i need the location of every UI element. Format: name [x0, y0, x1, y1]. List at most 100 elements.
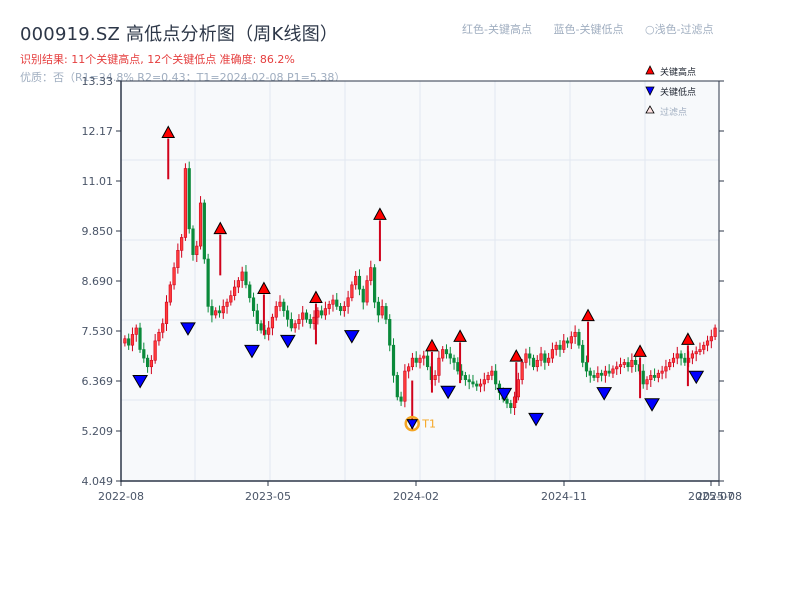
candle-down — [127, 338, 131, 346]
candle-down — [391, 344, 396, 376]
candle-down — [641, 370, 645, 385]
candle-up — [267, 327, 271, 335]
candle-up — [214, 310, 218, 316]
candle-down — [581, 344, 585, 363]
candle-up — [562, 340, 566, 350]
candle-up — [157, 331, 161, 342]
x-tick-label: 2024-02 — [393, 490, 439, 503]
candle-up — [403, 370, 407, 402]
candle-down — [584, 362, 589, 372]
candle-up — [164, 301, 169, 324]
candle-up — [168, 284, 172, 303]
candle-down — [600, 372, 604, 376]
axes: 13.33 12.17 11.01 9.850 8.690 7.530 6.369 5.209… — [82, 75, 742, 503]
candle-down — [255, 310, 259, 324]
candle-up — [478, 383, 483, 387]
candle-down — [626, 362, 630, 368]
legend-low-label: 关键低点 — [660, 86, 696, 98]
x-tick-label: 2022-08 — [98, 490, 144, 503]
candle-up — [236, 280, 240, 288]
candle-down — [509, 403, 513, 408]
y-tick-label: 4.049 — [82, 475, 114, 488]
candle-down — [494, 370, 498, 385]
candle-up — [554, 344, 558, 350]
candle-up — [713, 327, 717, 337]
candle-up — [380, 306, 384, 316]
y-tick-label: 9.850 — [82, 225, 114, 238]
t1-label: T1 — [421, 418, 436, 431]
candle-down — [467, 379, 471, 383]
candle-up — [221, 306, 225, 314]
candle-down — [206, 258, 210, 307]
candle-down — [444, 349, 449, 355]
candle-down — [285, 310, 290, 320]
candle-up — [293, 323, 297, 329]
x-tick-label: 2023-05 — [245, 490, 291, 503]
key-low-marker-icon — [644, 398, 660, 412]
candle-down — [558, 344, 562, 350]
candle-up — [618, 364, 623, 368]
candle-down — [414, 357, 418, 363]
candle-up — [327, 303, 331, 309]
candle-up — [569, 336, 573, 344]
y-tick-label: 5.209 — [82, 425, 114, 438]
candle-up — [225, 301, 229, 307]
candle-up — [422, 355, 426, 359]
candle-down — [679, 353, 683, 359]
candle-down — [395, 375, 399, 398]
key-low-marker-icon — [440, 385, 456, 400]
candle-up — [342, 306, 346, 312]
key-low-marker-icon — [343, 330, 360, 344]
x-tick-label: 2024-11 — [541, 490, 587, 503]
candle-down — [320, 310, 324, 316]
candle-down — [505, 398, 509, 404]
candle-down — [335, 299, 339, 307]
candle-down — [384, 306, 388, 320]
candle-up — [153, 340, 157, 361]
candle-up — [323, 308, 328, 316]
key-high-marker-icon — [257, 281, 271, 294]
candle-up — [656, 372, 660, 378]
candle-up — [516, 379, 520, 398]
y-tick-label: 7.530 — [82, 325, 114, 338]
candle-up — [437, 357, 441, 376]
candle-up — [172, 267, 176, 286]
candle-down — [202, 202, 206, 260]
candle-up — [350, 284, 354, 299]
t1-ring-icon — [404, 415, 420, 432]
candle-up — [611, 368, 615, 374]
candle-up — [130, 334, 135, 346]
candle-down — [452, 357, 456, 363]
legend-low-icon — [645, 86, 655, 96]
key-high-marker-icon — [309, 290, 323, 304]
candle-up — [603, 370, 607, 376]
candle-up — [550, 349, 555, 359]
candle-down — [361, 288, 365, 303]
candle-down — [683, 357, 687, 363]
key-low-marker-icon — [496, 387, 513, 402]
candle-down — [399, 396, 403, 402]
candle-down — [634, 359, 638, 365]
x-tick-label: 2025-08 — [696, 490, 742, 503]
candle-up — [668, 362, 672, 368]
key-high-marker-icon — [581, 308, 595, 322]
candle-down — [248, 284, 252, 299]
key-low-marker-icon — [406, 419, 419, 430]
candle-up — [270, 316, 275, 329]
candle-up — [671, 357, 676, 363]
key-low-marker-icon — [244, 344, 260, 359]
candle-up — [441, 349, 445, 359]
candle-up — [240, 271, 244, 281]
candle-up — [274, 306, 278, 318]
candle-up — [369, 267, 373, 281]
candle-down — [372, 267, 377, 303]
candle-up — [660, 370, 664, 374]
candle-up — [278, 301, 282, 307]
candle-down — [191, 228, 195, 255]
candle-down — [142, 349, 146, 359]
candle-down — [448, 353, 452, 359]
candle-down — [475, 383, 479, 387]
key-high-marker-icon — [681, 332, 695, 345]
candle-up — [418, 357, 422, 363]
candle-up — [346, 297, 350, 307]
